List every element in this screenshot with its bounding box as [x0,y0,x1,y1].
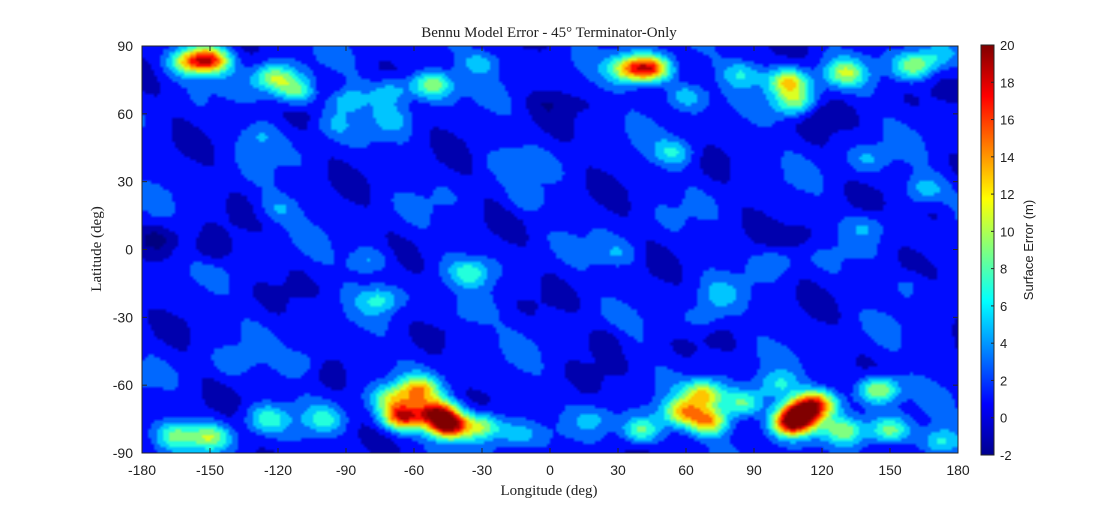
y-tick-label: -30 [113,309,133,325]
x-tick-label: -90 [336,462,356,478]
colorbar-tick-label: 6 [1000,299,1007,314]
x-axis-label: Longitude (deg) [500,483,597,499]
colorbar-tick-label: 16 [1000,113,1014,128]
x-tick-label: -30 [472,462,492,478]
x-tick-label: -60 [404,462,424,478]
colorbar-tick-label: 8 [1000,262,1007,277]
colorbar-tick-label: 2 [1000,373,1007,388]
colorbar-label: Surface Error (m) [1021,200,1036,300]
y-axis-label: Latitude (deg) [89,206,105,291]
x-tick-label: 150 [878,462,902,478]
y-tick-label: 90 [117,38,133,54]
x-tick-label: -150 [196,462,224,478]
x-tick-label: -180 [128,462,156,478]
colorbar-tick-label: 20 [1000,38,1014,53]
y-axis: 90 60 30 0 -30 -60 -90 [113,38,958,461]
chart-title: Bennu Model Error - 45° Terminator-Only [421,25,677,41]
x-tick-label: 60 [678,462,694,478]
colorbar-tick-label: 12 [1000,187,1014,202]
plot-area [141,45,959,454]
colorbar-tick-label: -2 [1000,448,1012,463]
heatmap-surface [142,46,958,453]
colorbar-tick-label: 14 [1000,150,1014,165]
x-tick-label: -120 [264,462,292,478]
x-tick-label: 90 [746,462,762,478]
colorbar-tick-label: 0 [1000,411,1007,426]
x-axis: -180 -150 -120 -90 -60 -30 0 30 60 90 120 150 180 [128,46,970,478]
x-tick-label: 120 [810,462,834,478]
y-tick-label: 60 [117,106,133,122]
colorbar-tick-label: 18 [1000,75,1014,90]
colorbar-tick-label: 4 [1000,336,1007,351]
colorbar-gradient [980,44,995,456]
y-tick-label: 0 [125,242,133,258]
colorbar-tick-label: 10 [1000,224,1014,239]
x-tick-label: 180 [946,462,970,478]
x-tick-label: 30 [610,462,626,478]
y-tick-label: -90 [113,445,133,461]
y-tick-label: -60 [113,377,133,393]
y-tick-label: 30 [117,174,133,190]
x-tick-label: 0 [546,462,554,478]
